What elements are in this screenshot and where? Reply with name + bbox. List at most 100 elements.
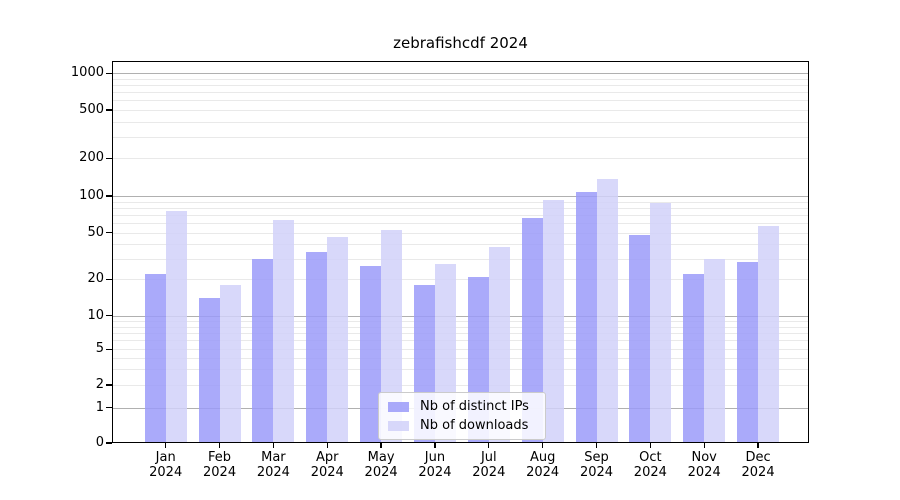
x-tick-mark-may — [380, 443, 382, 448]
gridline-900 — [112, 78, 809, 80]
bar-downloads-apr — [327, 236, 349, 443]
x-tick-mark-jul — [488, 443, 490, 448]
gridline-800 — [112, 85, 809, 87]
gridline-500 — [112, 110, 809, 111]
x-tick-label-jul: Jul 2024 — [472, 450, 506, 480]
y-tick-label-500: 500 — [79, 102, 104, 117]
gridline-200 — [112, 158, 809, 160]
y-tick-label-200: 200 — [79, 150, 104, 166]
x-tick-mark-mar — [272, 443, 275, 448]
bar-distinct-ips-sep — [575, 192, 597, 443]
gridline-1000 — [112, 73, 809, 75]
gridline-80 — [112, 207, 809, 209]
y-tick-label-100: 100 — [79, 188, 104, 203]
gridline-3 — [112, 369, 809, 371]
gridline-5 — [112, 349, 809, 351]
x-tick-mark-jun — [434, 443, 436, 448]
gridline-6 — [112, 340, 809, 342]
bar-distinct-ips-aug — [521, 218, 543, 443]
x-tick-label-sep: Sep 2024 — [579, 450, 614, 480]
x-tick-label-may: May 2024 — [364, 450, 398, 480]
gridline-10 — [112, 315, 809, 317]
bar-distinct-ips-apr — [306, 252, 328, 443]
legend-label-distinct-ips: Nb of distinct IPs — [420, 399, 529, 414]
gridline-2 — [112, 385, 809, 386]
y-tick-mark-200 — [106, 157, 112, 159]
bar-downloads-dec — [758, 225, 780, 443]
x-tick-label-jan: Jan 2024 — [149, 450, 183, 480]
y-tick-label-1000: 1000 — [70, 65, 104, 81]
x-tick-mark-nov — [703, 443, 705, 448]
x-tick-mark-dec — [757, 443, 759, 448]
x-tick-label-feb: Feb 2024 — [203, 450, 237, 480]
bar-downloads-jan — [165, 210, 187, 443]
bar-downloads-sep — [596, 179, 618, 443]
gridline-400 — [112, 121, 809, 123]
legend-row-downloads: Nb of downloads — [388, 418, 536, 433]
y-tick-label-50: 50 — [87, 224, 104, 240]
bar-distinct-ips-oct — [629, 234, 651, 443]
legend-swatch-distinct-ips — [388, 401, 409, 412]
gridline-20 — [112, 279, 809, 281]
x-tick-label-mar: Mar 2024 — [256, 450, 290, 480]
bar-downloads-aug — [542, 199, 564, 443]
bar-distinct-ips-feb — [198, 298, 220, 443]
legend-row-distinct-ips: Nb of distinct IPs — [388, 399, 536, 414]
x-tick-mark-feb — [218, 443, 221, 448]
chart-title: zebrafishcdf 2024 — [393, 34, 528, 52]
x-tick-mark-sep — [595, 443, 598, 448]
gridline-40 — [112, 244, 809, 246]
x-tick-label-oct: Oct 2024 — [633, 450, 667, 480]
y-tick-label-20: 20 — [87, 271, 104, 287]
bar-distinct-ips-jan — [144, 274, 166, 443]
x-tick-label-jun: Jun 2024 — [418, 450, 452, 480]
gridline-9 — [112, 320, 809, 322]
gridline-60 — [112, 223, 809, 225]
gridline-600 — [112, 100, 809, 102]
x-tick-label-apr: Apr 2024 — [310, 450, 344, 480]
gridline-4 — [112, 357, 809, 359]
x-tick-label-nov: Nov 2024 — [687, 450, 721, 480]
plot-area: Nb of distinct IPs Nb of downloads — [112, 61, 809, 443]
bar-distinct-ips-nov — [683, 274, 705, 443]
bar-downloads-oct — [650, 202, 672, 443]
y-tick-label-0: 0 — [95, 435, 104, 450]
legend: Nb of distinct IPs Nb of downloads — [378, 392, 546, 440]
y-tick-mark-5 — [106, 348, 112, 350]
x-tick-mark-aug — [542, 443, 544, 448]
y-tick-label-5: 5 — [95, 341, 104, 357]
y-tick-label-2: 2 — [95, 377, 104, 392]
y-tick-mark-1 — [106, 407, 112, 409]
y-tick-mark-20 — [106, 278, 112, 280]
bar-distinct-ips-mar — [252, 258, 274, 443]
bar-distinct-ips-may — [360, 265, 382, 443]
y-tick-mark-0 — [106, 442, 112, 444]
bar-downloads-mar — [273, 220, 295, 443]
y-tick-mark-500 — [106, 109, 112, 111]
y-tick-mark-10 — [106, 315, 112, 317]
bar-downloads-may — [381, 229, 403, 443]
y-tick-label-1: 1 — [95, 399, 104, 415]
x-tick-label-dec: Dec 2024 — [741, 450, 775, 480]
x-tick-mark-jan — [165, 443, 167, 448]
gridline-50 — [112, 232, 809, 234]
y-tick-label-10: 10 — [87, 307, 104, 323]
gridline-300 — [112, 136, 809, 138]
y-tick-mark-50 — [106, 232, 112, 234]
bar-distinct-ips-dec — [737, 262, 759, 443]
bar-downloads-feb — [219, 284, 241, 443]
y-tick-mark-2 — [106, 384, 112, 386]
x-tick-label-aug: Aug 2024 — [526, 450, 560, 480]
gridline-100 — [112, 196, 809, 197]
legend-swatch-downloads — [388, 420, 409, 431]
x-tick-mark-apr — [326, 443, 328, 448]
gridline-70 — [112, 214, 809, 216]
bar-downloads-nov — [704, 258, 726, 443]
gridline-7 — [112, 332, 809, 334]
y-tick-mark-100 — [106, 195, 112, 197]
legend-label-downloads: Nb of downloads — [420, 418, 529, 433]
gridline-90 — [112, 201, 809, 203]
gridline-8 — [112, 326, 809, 328]
x-tick-mark-oct — [649, 443, 651, 448]
